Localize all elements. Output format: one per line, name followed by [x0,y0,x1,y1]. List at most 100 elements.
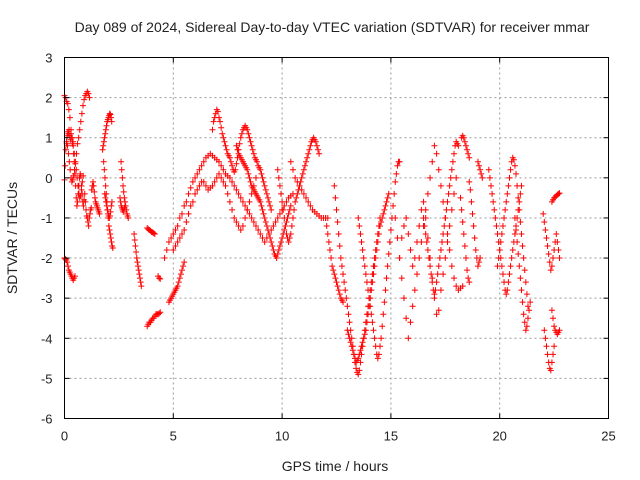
data-point [446,247,453,254]
data-point [431,291,438,298]
data-point [305,198,312,205]
data-point [361,331,368,338]
data-point [82,198,89,205]
data-point [275,247,282,254]
data-point [555,247,562,254]
series-arc03 [61,255,78,284]
data-point [220,178,227,185]
data-point [74,198,81,205]
data-point [306,146,313,153]
data-point [378,218,385,225]
data-point [542,335,549,342]
data-point [257,230,264,237]
data-point [332,275,339,282]
data-point [303,194,310,201]
data-point [64,263,71,270]
data-point [518,230,525,237]
data-point [468,198,475,205]
data-point [422,230,429,237]
data-point [65,106,72,113]
data-point [461,243,468,250]
data-point [156,275,163,282]
y-tick-label: -1 [41,211,53,226]
data-point [455,142,462,149]
data-point [368,311,375,318]
data-point [232,166,239,173]
data-point [107,111,114,118]
data-point [420,214,427,221]
data-point [90,178,97,185]
data-point [428,271,435,278]
data-point [86,94,93,101]
data-point [423,239,430,246]
data-point [362,271,369,278]
data-point [476,162,483,169]
data-point [156,310,163,317]
data-point [264,226,271,233]
data-point [65,150,72,157]
data-point [391,190,398,197]
data-point [275,174,282,181]
data-point [100,142,107,149]
data-point [380,311,387,318]
data-point [499,271,506,278]
data-point [436,255,443,262]
series-arc13 [144,309,164,330]
data-point [383,275,390,282]
data-point [194,170,201,177]
data-point [524,315,531,322]
data-point [196,166,203,173]
series-arc15 [165,259,188,306]
data-point [315,146,322,153]
data-point [78,110,85,117]
data-point [355,371,362,378]
data-point [377,222,384,229]
data-point [516,198,523,205]
data-point [244,206,251,213]
data-point [464,146,471,153]
data-point [515,251,522,258]
data-point [374,239,381,246]
data-point [503,198,510,205]
data-point [398,275,405,282]
series-arc39 [548,190,563,205]
data-point [424,247,431,254]
data-point [361,263,368,270]
data-point [136,271,143,278]
data-point [261,182,268,189]
data-point [334,218,341,225]
data-point [218,174,225,181]
data-point [181,226,188,233]
chart-title: Day 089 of 2024, Sidereal Day-to-day VTE… [75,19,590,35]
data-point [362,327,369,334]
data-point [369,279,376,286]
data-point [246,210,253,217]
data-point [429,158,436,165]
data-point [523,291,530,298]
data-point [176,214,183,221]
data-point [333,279,340,286]
data-point [554,239,561,246]
data-point [288,222,295,229]
data-point [411,287,418,294]
data-point [70,172,77,179]
data-point [247,178,254,185]
data-point [200,178,207,185]
data-point [551,323,558,330]
data-point [99,146,106,153]
data-point [433,279,440,286]
x-tick-label: 15 [384,429,398,444]
data-point [264,194,271,201]
data-point [218,162,225,169]
data-point [170,247,177,254]
data-point [62,255,69,262]
data-point [379,323,386,330]
data-point [108,198,115,205]
data-point [292,174,299,181]
x-tick-label: 10 [275,429,289,444]
data-point [457,194,464,201]
x-tick-label: 5 [170,429,177,444]
data-point [78,186,85,193]
data-point [479,174,486,181]
series-arc34 [494,154,531,310]
